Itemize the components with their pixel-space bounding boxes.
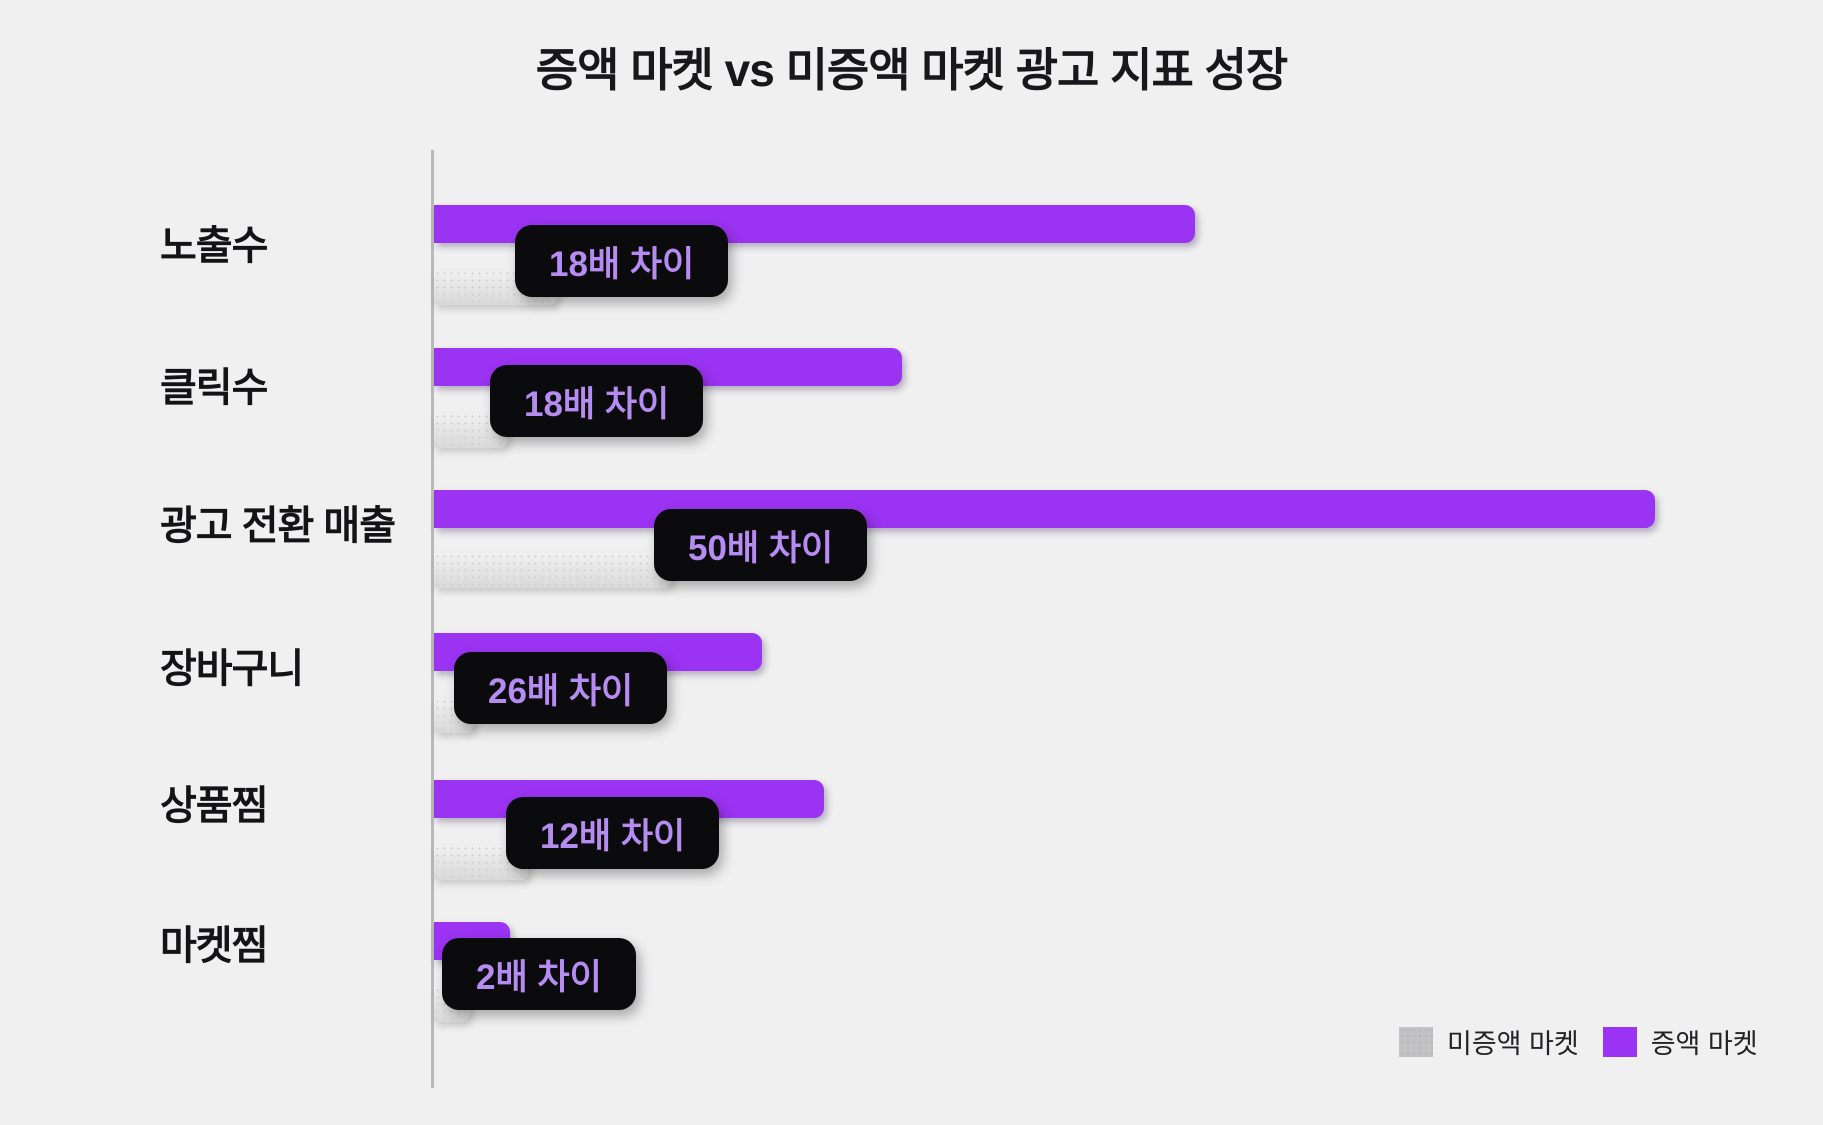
bar-not-increased-row3 [434, 553, 672, 588]
category-label: 광고 전환 매출 [160, 504, 396, 548]
legend: 미증액 마켓 증액 마켓 [1399, 1022, 1758, 1061]
bar-increased-row3 [434, 490, 1655, 528]
category-label: 클릭수 [160, 366, 268, 410]
difference-badge: 12배 차이 [506, 797, 720, 869]
difference-badge: 18배 차이 [490, 365, 704, 437]
difference-badge: 2배 차이 [442, 938, 636, 1010]
legend-label: 미증액 마켓 [1447, 1029, 1579, 1059]
category-label: 장바구니 [160, 647, 304, 691]
difference-badge: 18배 차이 [515, 225, 729, 297]
category-label: 상품찜 [160, 784, 268, 828]
legend-label: 증액 마켓 [1650, 1029, 1758, 1059]
legend-item-not-increased: 미증액 마켓 [1399, 1022, 1579, 1061]
y-axis-line [431, 150, 434, 1088]
category-label: 마켓찜 [160, 924, 268, 968]
difference-badge: 26배 차이 [454, 652, 668, 724]
difference-badge: 50배 차이 [654, 509, 868, 581]
chart-title: 증액 마켓 vs 미증액 마켓 광고 지표 성장 [535, 44, 1288, 96]
legend-item-increased: 증액 마켓 [1602, 1022, 1758, 1061]
legend-swatch-purple-icon [1602, 1026, 1637, 1057]
legend-swatch-gray-icon [1399, 1026, 1433, 1057]
category-label: 노출수 [160, 224, 268, 268]
